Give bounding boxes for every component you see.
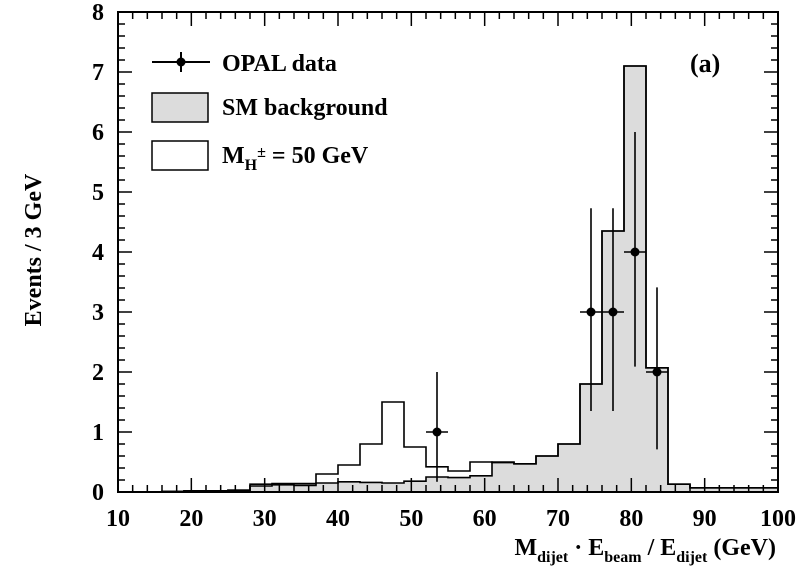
data-point: [602, 208, 624, 411]
x-tick-label: 40: [326, 506, 350, 532]
opal-data-points: [426, 132, 668, 482]
bg-bar: [294, 485, 316, 492]
x-tick-label: 100: [760, 506, 796, 532]
bg-bar: [426, 477, 448, 492]
data-point: [580, 208, 602, 411]
bg-bar: [338, 481, 360, 492]
legend-data-label: OPAL data: [222, 51, 337, 77]
bg-bar: [470, 475, 492, 492]
bg-bar: [382, 483, 404, 492]
bg-bar: [580, 384, 602, 492]
data-marker: [652, 367, 662, 377]
bg-bar: [448, 477, 470, 492]
bg-bar: [272, 484, 294, 492]
legend-data-marker: [176, 57, 186, 67]
signal-histogram: [118, 65, 779, 493]
x-axis-title: Mdijet · Ebeam / Edijet (GeV): [514, 535, 776, 566]
y-tick-label: 4: [92, 240, 104, 266]
sm-background-histogram: [118, 65, 779, 493]
y-tick-label: 7: [92, 60, 104, 86]
y-tick-label: 5: [92, 180, 104, 206]
bg-bar: [404, 481, 426, 492]
x-tick-label: 50: [399, 506, 423, 532]
data-marker: [432, 427, 442, 437]
y-tick-label: 1: [92, 420, 104, 446]
x-tick-label: 20: [179, 506, 203, 532]
x-tick-label: 80: [619, 506, 643, 532]
legend-bg-label: SM background: [222, 95, 388, 121]
panel-label: (a): [690, 49, 720, 78]
bg-bar: [316, 483, 338, 492]
x-tick-label: 10: [106, 506, 130, 532]
bg-bar: [558, 444, 580, 492]
data-marker: [630, 247, 640, 257]
data-point: [646, 287, 668, 450]
y-tick-label: 2: [92, 360, 104, 386]
bg-outline: [118, 65, 779, 493]
x-tick-label: 30: [253, 506, 277, 532]
plot-frame: [117, 11, 779, 493]
data-marker: [586, 307, 596, 317]
x-tick-label: 70: [546, 506, 570, 532]
bg-bar: [712, 487, 734, 492]
x-tick-label: 60: [473, 506, 497, 532]
bg-bar: [690, 487, 712, 492]
data-marker: [608, 307, 618, 317]
legend-signal-swatch: [151, 140, 209, 171]
bg-bar: [514, 463, 536, 492]
signal-outline: [118, 65, 779, 493]
bg-bar: [668, 484, 690, 492]
y-tick-label: 6: [92, 120, 104, 146]
bg-bar: [734, 487, 756, 492]
x-tick-label: 90: [693, 506, 717, 532]
legend: OPAL data SM background MH± = 50 GeV: [151, 51, 388, 174]
legend-bg-swatch: [151, 92, 209, 123]
y-axis-title: Events / 3 GeV: [21, 173, 47, 326]
y-tick-label: 8: [92, 0, 104, 26]
data-point: [426, 372, 448, 482]
bg-bar: [492, 462, 514, 492]
y-tick-label: 0: [92, 480, 104, 506]
axis-tick-labels: 10 20 30 40 50 60 70 80 90 100 0 1 2 3 4 5 6 7 8: [92, 0, 796, 532]
axis-ticks: [117, 11, 779, 493]
bg-bar: [536, 456, 558, 492]
bg-bar: [756, 487, 778, 492]
bg-bar: [250, 486, 272, 492]
bg-bar: [360, 482, 382, 492]
legend-signal-label: MH± = 50 GeV: [222, 143, 369, 174]
y-tick-label: 3: [92, 300, 104, 326]
data-point: [624, 132, 646, 367]
